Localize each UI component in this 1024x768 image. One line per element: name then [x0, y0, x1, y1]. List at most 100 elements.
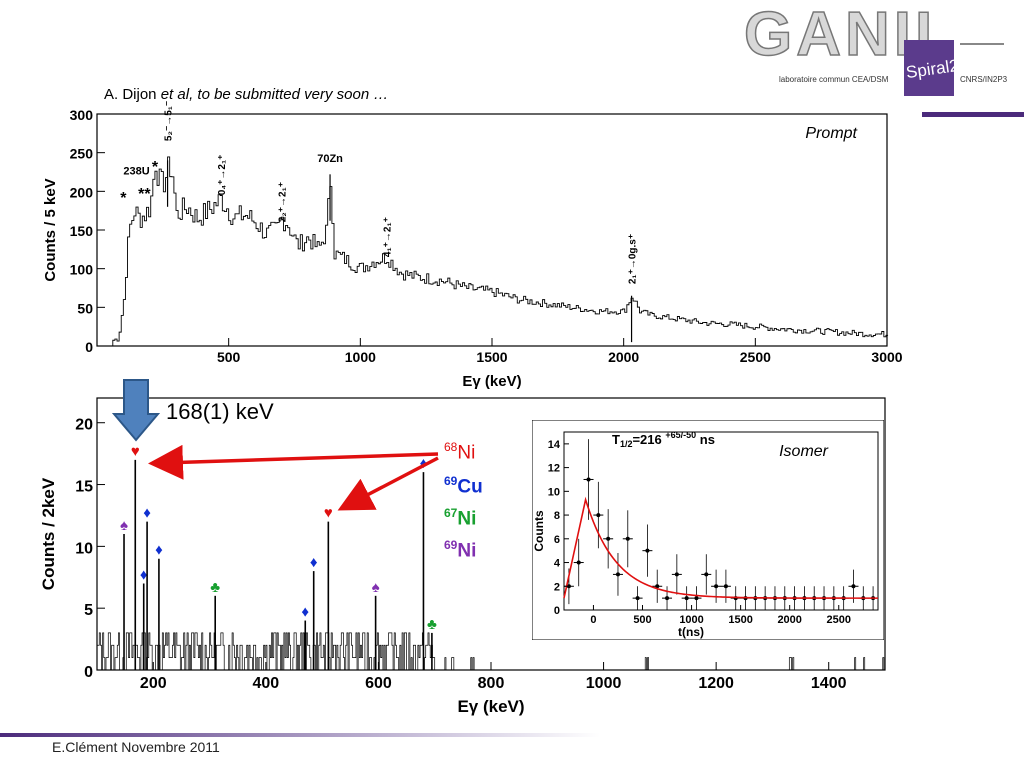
y-tick-label: 250	[70, 146, 94, 162]
logo-lab2-text: CNRS/IN2P3	[960, 75, 1008, 84]
citation: A. Dijon et al, to be submitted very soo…	[104, 86, 388, 103]
citation-author: A. Dijon	[104, 86, 161, 103]
annotation-star: **	[138, 186, 151, 203]
x-tick-label: 200	[140, 675, 167, 692]
accent-bar	[922, 112, 1024, 117]
red-arrows	[148, 444, 439, 511]
x-tick-label: 500	[217, 349, 241, 365]
data-point	[704, 572, 709, 577]
peak-marker-diamond: ♦	[301, 604, 309, 621]
legend-symbol: Ni	[457, 540, 477, 562]
data-point	[665, 596, 670, 601]
peak-marker-club: ♣	[427, 616, 437, 633]
logo-sub-box	[904, 40, 954, 96]
red-arrow-511	[337, 456, 439, 511]
halflife-sup: +65/-50	[665, 430, 696, 440]
halflife-label: T1/2=216 +65/-50 ns	[612, 430, 715, 449]
legend-mass: 69	[444, 474, 458, 488]
red-arrow-168	[148, 444, 439, 480]
y-axis-label: Counts / 2keV	[39, 477, 58, 590]
annotation-transition: 0₄⁺→2₁⁺	[217, 155, 228, 196]
y-tick-label: 100	[70, 262, 94, 278]
data-point	[723, 584, 728, 589]
legend-mass: 68	[444, 440, 458, 454]
x-tick-label: 1500	[728, 614, 752, 626]
legend-item-67ni: 67Ni	[444, 506, 524, 538]
logo-lab-text: laboratoire commun CEA/DSM	[779, 75, 889, 84]
peak-marker-club: ♣	[210, 579, 220, 596]
data-point	[694, 596, 699, 601]
data-point	[576, 560, 581, 565]
x-tick-label: 2500	[740, 349, 771, 365]
data-point	[635, 596, 640, 601]
annotation-star: *	[152, 159, 159, 176]
plot-frame	[563, 431, 879, 611]
fit-curve	[563, 496, 878, 599]
y-tick-label: 10	[548, 486, 560, 498]
data-point	[645, 548, 650, 553]
peak-marker-spade: ♠	[120, 517, 128, 534]
prompt-spectrum-chart: 500 1000 1500 2000 2500 3000 0 50 100 150 200 250 30…	[42, 101, 903, 390]
x-tick-label: 1500	[476, 349, 507, 365]
peak-marker-diamond: ♦	[140, 566, 148, 583]
x-tick-label: 1000	[586, 675, 622, 692]
peak-marker-heart: ♥	[324, 505, 333, 522]
annotation-star: *	[120, 190, 127, 207]
x-tick-label: 1400	[811, 675, 847, 692]
data-point	[615, 572, 620, 577]
y-tick-label: 0	[85, 339, 93, 355]
blue-down-arrow	[112, 379, 160, 442]
x-axis-label: t(ns)	[678, 625, 704, 639]
citation-etal: et al	[160, 86, 190, 103]
x-axis-label: Eγ (keV)	[462, 373, 521, 390]
spectrum-line	[96, 632, 885, 671]
y-tick-label: 14	[548, 439, 561, 451]
legend-symbol: Cu	[457, 476, 483, 498]
logo-main-text: GANIL	[744, 0, 957, 69]
data-point	[596, 513, 601, 518]
annotation-transition: 2₂⁺→2₁⁺	[277, 182, 288, 222]
isotope-legend: 68Ni 69Cu 67Ni 69Ni	[444, 440, 524, 570]
y-tick-label: 8	[554, 510, 560, 522]
x-tick-label: 2000	[608, 349, 639, 365]
peak-marker-heart: ♥	[131, 443, 140, 460]
halflife-unit: ns	[696, 432, 715, 447]
inset-frame	[532, 420, 884, 640]
x-tick-label: 0	[590, 614, 596, 626]
x-tick-label: 400	[253, 675, 280, 692]
legend-symbol: Ni	[457, 442, 476, 464]
legend-item-69ni: 69Ni	[444, 538, 524, 570]
energy-callout: 168(1) keV	[166, 399, 274, 424]
chart-label-prompt: Prompt	[805, 125, 857, 142]
y-tick-label: 15	[75, 479, 93, 496]
y-axis-label: Counts	[532, 510, 546, 552]
chart-label-isomer: Isomer	[779, 443, 829, 460]
annotation-transition: 2₁⁺→0g.s⁺	[628, 234, 639, 284]
peak-marker-diamond: ♦	[155, 542, 163, 559]
peak-marker-spade: ♠	[372, 579, 380, 596]
plot-frame	[96, 113, 888, 347]
data-point	[684, 596, 689, 601]
halflife-base: T	[612, 432, 620, 447]
peak-marker-diamond: ♦	[310, 554, 318, 571]
x-tick-label: 600	[365, 675, 392, 692]
legend-item-69cu: 69Cu	[444, 474, 524, 506]
legend-mass: 69	[444, 538, 458, 552]
y-tick-label: 0	[554, 605, 560, 617]
data-point	[606, 536, 611, 541]
annotation-label: 238U	[123, 165, 149, 177]
halflife-sub: 1/2	[620, 439, 633, 449]
legend-item-68ni: 68Ni	[444, 440, 524, 474]
y-tick-label: 300	[70, 107, 94, 123]
y-tick-label: 200	[70, 184, 94, 200]
x-tick-label: 500	[633, 614, 651, 626]
y-tick-label: 4	[554, 558, 561, 570]
decay-curve-inset: 0 500 1000 1500 2000 2500 0 2 4 6 8 10 12 14 t(ns) Coun…	[532, 420, 884, 640]
y-tick-label: 20	[75, 417, 93, 434]
annotation-label: 70Zn	[317, 153, 343, 165]
y-tick-label: 12	[548, 463, 560, 475]
data-point	[655, 584, 660, 589]
annotation-transition: 4₁⁺→2₁⁺	[383, 217, 394, 257]
footer-text: E.Clément Novembre 2011	[52, 739, 220, 755]
y-tick-label: 10	[75, 540, 93, 557]
